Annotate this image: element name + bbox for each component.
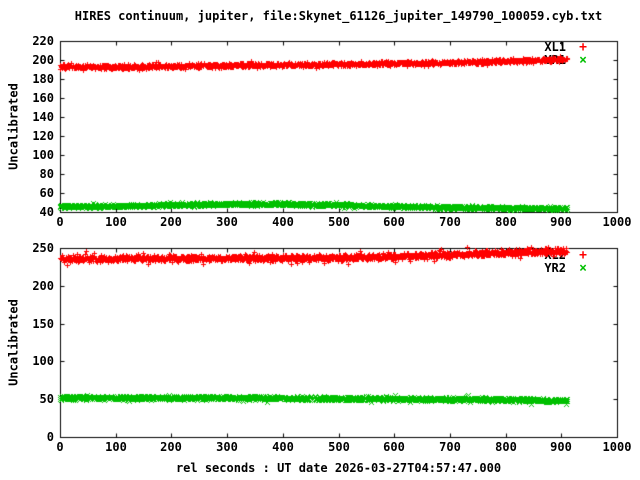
x-axis-label: rel seconds : UT date 2026-03-27T04:57:4… [175,461,502,475]
x-tick-label: 1000 [602,215,632,229]
x-tick-label: 400 [272,215,294,229]
y-axis-label-top: Uncalibrated [6,83,21,170]
x-tick-label: 400 [272,440,294,454]
legend-marker-cross-icon: × [579,53,587,68]
x-tick-label: 100 [105,440,127,454]
x-tick-label: 300 [216,440,238,454]
x-tick-label: 100 [105,215,127,229]
x-tick-label: 900 [550,440,572,454]
x-tick-label: 700 [439,215,461,229]
y-tick-label: 60 [39,186,54,200]
y-tick-label: 40 [39,205,54,219]
y-axis-label-bottom: Uncalibrated [6,299,21,386]
x-tick-label: 800 [495,440,517,454]
x-tick-label: 1000 [602,440,632,454]
x-tick-label: 600 [383,440,405,454]
chart-title: HIRES continuum, jupiter, file:Skynet_61… [74,9,603,23]
legend-label: YR2 [544,261,566,275]
x-tick-label: 700 [439,440,461,454]
x-tick-label: 600 [383,215,405,229]
x-tick-label: 200 [160,440,182,454]
legend-marker-cross-icon: × [579,261,587,276]
legend-label: YR1 [544,53,566,67]
y-tick-label: 250 [32,241,54,255]
legend-entry-yr1: YR1 × [470,53,600,68]
x-tick-label: 800 [495,215,517,229]
y-tick-label: 220 [32,34,54,48]
y-tick-label: 200 [32,53,54,67]
x-tick-label: 500 [328,215,350,229]
legend-entry-yr2: YR2 × [470,261,600,276]
x-tick-label: 200 [160,215,182,229]
x-tick-label: 900 [550,215,572,229]
x-tick-label: 500 [328,440,350,454]
y-tick-label: 0 [46,430,54,444]
x-tick-label: 300 [216,215,238,229]
